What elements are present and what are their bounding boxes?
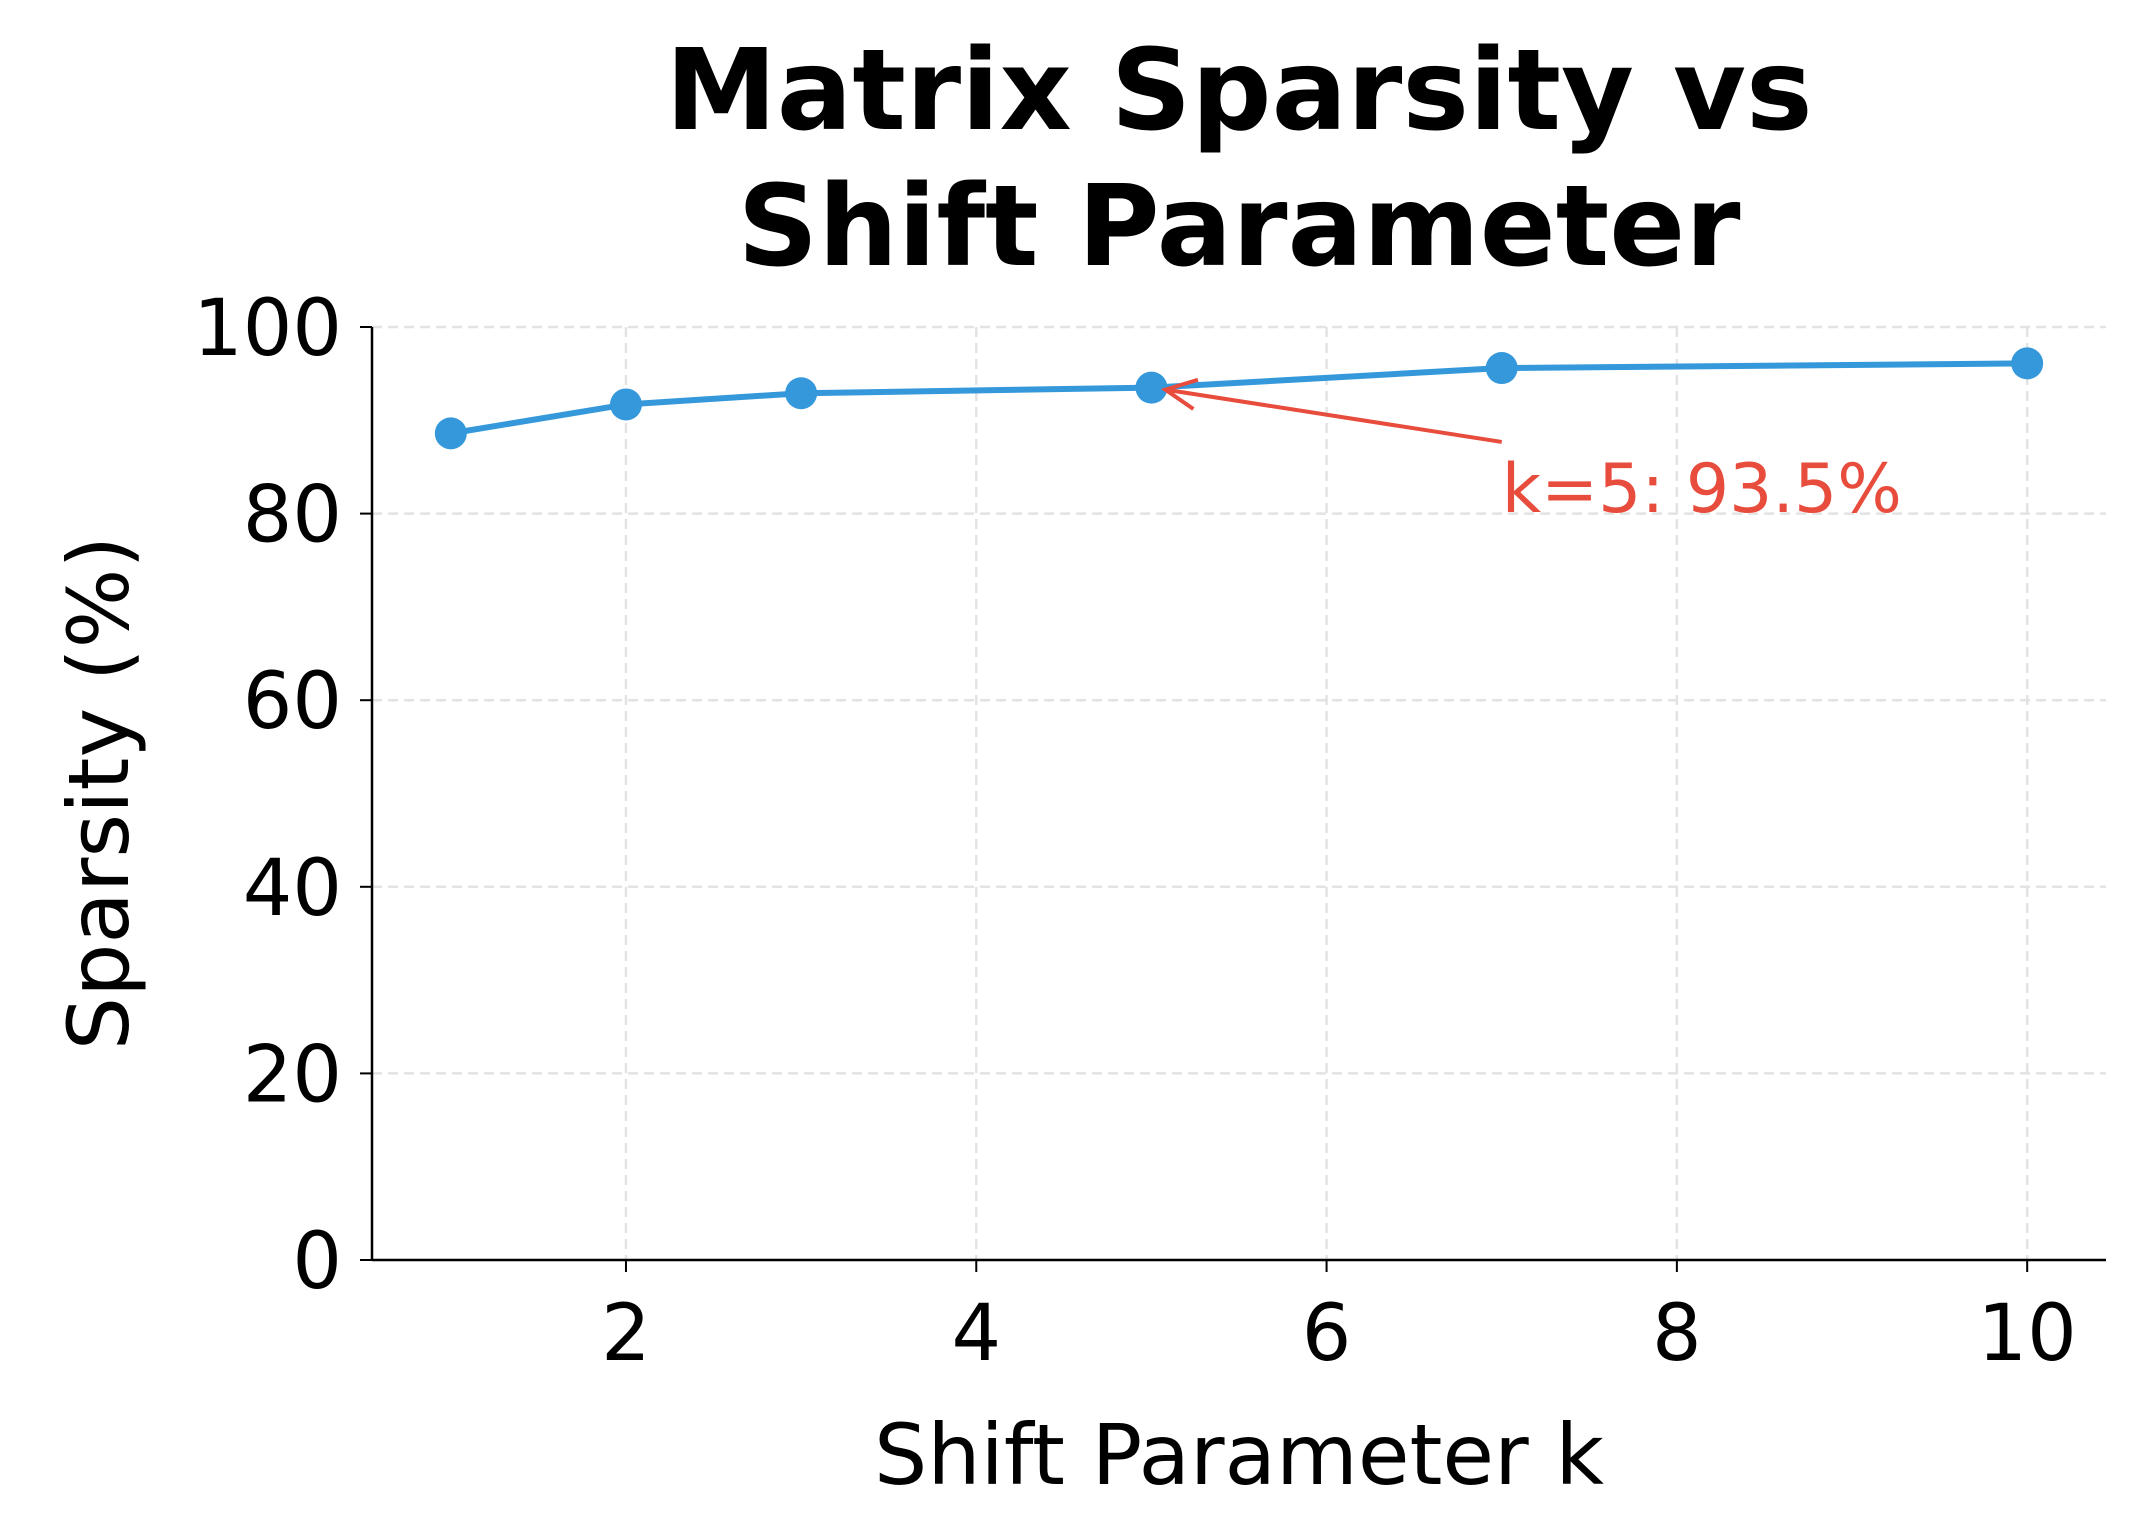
y-tick-label: 60 xyxy=(243,657,342,747)
chart-title-line-1: Matrix Sparsity vs xyxy=(665,26,1812,156)
data-point xyxy=(1485,352,1518,385)
data-point xyxy=(2011,347,2044,380)
series-line xyxy=(450,360,2028,437)
y-tick-label: 20 xyxy=(243,1030,342,1120)
annotation: k=5: 93.5% xyxy=(1160,377,1902,529)
annotation-arrowhead xyxy=(1160,377,1199,411)
data-point xyxy=(1135,371,1168,404)
y-tick-label: 40 xyxy=(243,844,342,934)
y-axis-label: Sparsity (%) xyxy=(50,536,148,1050)
axes xyxy=(370,327,2106,1262)
x-axis-label: Shift Parameter k xyxy=(874,1406,1604,1504)
data-point xyxy=(609,388,642,421)
x-tick-label: 4 xyxy=(951,1289,1001,1379)
chart-title-line-2: Shift Parameter xyxy=(738,162,1741,292)
data-point xyxy=(785,377,818,410)
y-tick-label: 0 xyxy=(292,1217,342,1307)
y-tick-label: 80 xyxy=(243,471,342,561)
series xyxy=(434,347,2044,450)
x-tick-label: 2 xyxy=(601,1289,651,1379)
x-tick-label: 6 xyxy=(1302,1289,1352,1379)
x-tick-label: 10 xyxy=(1978,1289,2077,1379)
data-point xyxy=(434,417,467,450)
annotation-arrow xyxy=(1165,387,1503,444)
y-tick-label: 100 xyxy=(193,284,342,374)
x-tick-label: 8 xyxy=(1652,1289,1702,1379)
annotation-label: k=5: 93.5% xyxy=(1502,450,1902,529)
